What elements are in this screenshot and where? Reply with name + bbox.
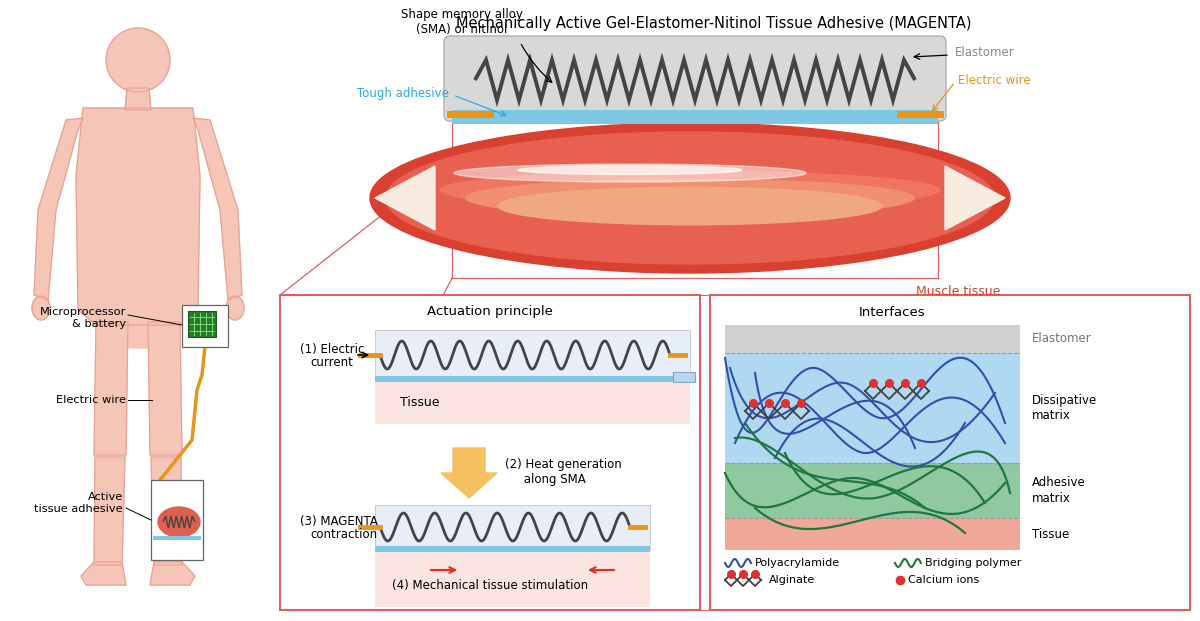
FancyBboxPatch shape	[444, 36, 946, 121]
FancyBboxPatch shape	[188, 311, 216, 337]
FancyBboxPatch shape	[725, 463, 1020, 518]
Text: Polyacrylamide: Polyacrylamide	[755, 558, 840, 568]
Text: Tissue: Tissue	[1032, 527, 1069, 540]
Polygon shape	[94, 322, 128, 455]
Text: Elastomer: Elastomer	[1032, 332, 1092, 345]
FancyBboxPatch shape	[725, 518, 1020, 550]
FancyBboxPatch shape	[182, 305, 228, 347]
Polygon shape	[82, 562, 126, 585]
Ellipse shape	[32, 296, 50, 320]
Text: Bridging polymer: Bridging polymer	[925, 558, 1021, 568]
FancyBboxPatch shape	[452, 110, 938, 124]
Text: Electric wire: Electric wire	[56, 395, 126, 405]
FancyBboxPatch shape	[374, 546, 650, 552]
FancyBboxPatch shape	[725, 325, 1020, 353]
FancyBboxPatch shape	[374, 505, 650, 550]
Text: Tissue: Tissue	[400, 396, 439, 409]
FancyBboxPatch shape	[374, 330, 690, 380]
Polygon shape	[374, 166, 436, 230]
Text: Alginate: Alginate	[769, 575, 815, 585]
Polygon shape	[96, 322, 180, 348]
Text: Actuation principle: Actuation principle	[427, 306, 553, 319]
Ellipse shape	[466, 179, 914, 217]
FancyBboxPatch shape	[725, 353, 1020, 463]
Polygon shape	[94, 457, 125, 565]
Polygon shape	[442, 448, 497, 498]
Text: Dissipative
matrix: Dissipative matrix	[1032, 394, 1097, 422]
Text: Elastomer: Elastomer	[955, 47, 1015, 60]
Circle shape	[106, 28, 170, 92]
Text: (4) Mechanical tissue stimulation: (4) Mechanical tissue stimulation	[392, 579, 588, 591]
FancyBboxPatch shape	[151, 480, 203, 560]
FancyBboxPatch shape	[374, 376, 690, 382]
Polygon shape	[151, 457, 182, 565]
Ellipse shape	[226, 296, 244, 320]
Polygon shape	[125, 88, 151, 110]
Ellipse shape	[454, 164, 806, 182]
Text: Tough adhesive: Tough adhesive	[358, 86, 449, 99]
Text: Adhesive
matrix: Adhesive matrix	[1032, 476, 1086, 504]
FancyBboxPatch shape	[710, 295, 1190, 610]
Text: Calcium ions: Calcium ions	[908, 575, 979, 585]
Polygon shape	[946, 166, 1006, 230]
Ellipse shape	[518, 166, 742, 175]
FancyBboxPatch shape	[374, 552, 650, 607]
Text: (2) Heat generation
     along SMA: (2) Heat generation along SMA	[505, 458, 622, 486]
Text: Active
tissue adhesive: Active tissue adhesive	[35, 492, 124, 514]
Ellipse shape	[498, 188, 882, 225]
Text: Interfaces: Interfaces	[859, 306, 925, 319]
Polygon shape	[76, 108, 200, 325]
Polygon shape	[148, 322, 182, 455]
Text: Shape memory alloy
(SMA) or nitinol: Shape memory alloy (SMA) or nitinol	[401, 8, 523, 36]
Text: Mechanically Active Gel-Elastomer-Nitinol Tissue Adhesive (MAGENTA): Mechanically Active Gel-Elastomer-Nitino…	[456, 16, 972, 31]
Polygon shape	[193, 118, 242, 300]
Text: (1) Electric: (1) Electric	[300, 343, 365, 356]
Text: current: current	[310, 356, 353, 369]
Polygon shape	[150, 562, 194, 585]
FancyBboxPatch shape	[673, 372, 695, 382]
Polygon shape	[34, 118, 83, 300]
FancyBboxPatch shape	[280, 295, 700, 610]
Ellipse shape	[440, 171, 940, 209]
Text: contraction: contraction	[310, 528, 377, 542]
Text: Muscle tissue: Muscle tissue	[916, 285, 1000, 298]
Ellipse shape	[370, 123, 1010, 273]
Text: Electric wire: Electric wire	[958, 73, 1031, 86]
FancyBboxPatch shape	[374, 382, 690, 424]
Ellipse shape	[386, 132, 994, 264]
FancyBboxPatch shape	[154, 536, 202, 540]
Ellipse shape	[158, 507, 200, 537]
Text: Microprocessor
& battery: Microprocessor & battery	[40, 307, 126, 329]
Text: (3) MAGENTA: (3) MAGENTA	[300, 515, 378, 528]
